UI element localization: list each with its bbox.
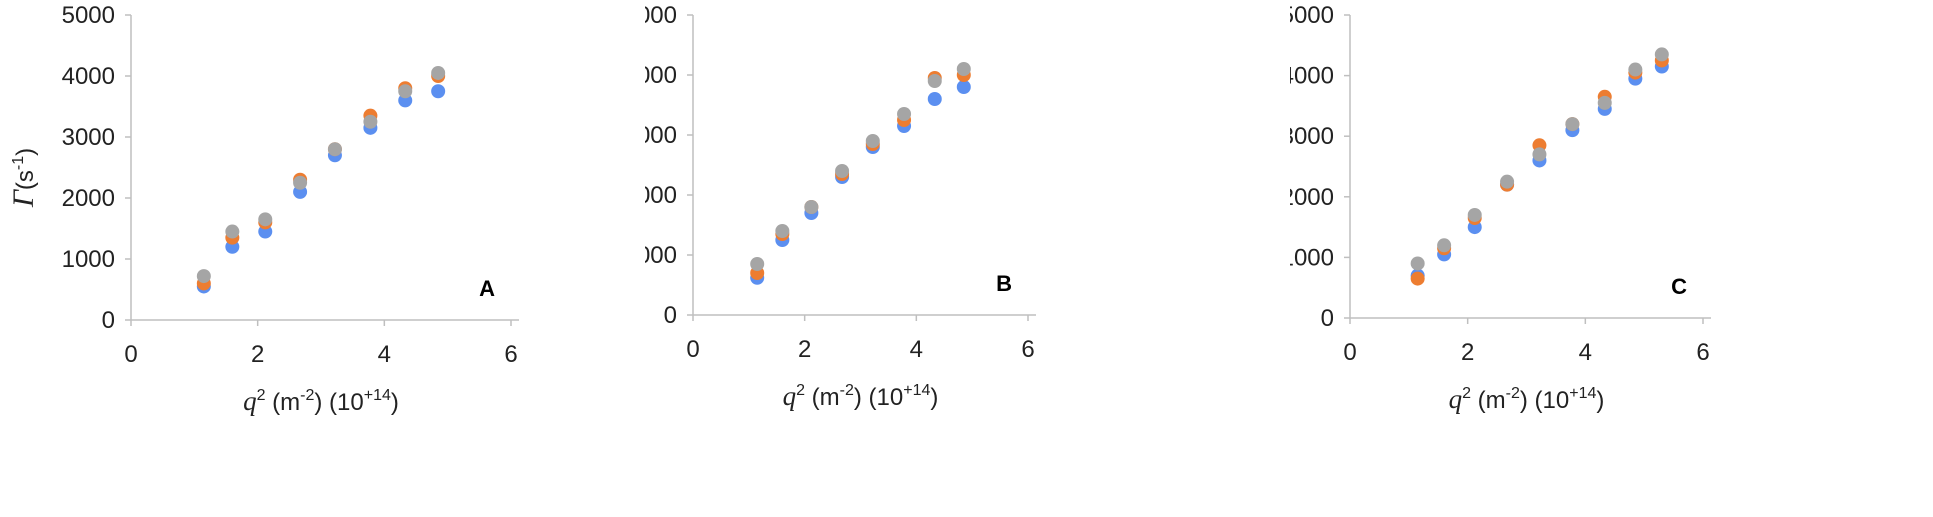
x-tick-label: 2	[798, 336, 811, 363]
data-point-series-3	[865, 134, 880, 148]
panel-letter: A	[479, 276, 495, 301]
x-tick-label: 6	[504, 341, 517, 368]
data-point-series-3	[398, 84, 413, 99]
y-tick-label: 2000	[62, 185, 115, 212]
x-tick-label: 2	[1461, 339, 1474, 366]
y-tick-label: 3000	[62, 124, 115, 151]
y-tick-label: 5000	[645, 2, 677, 29]
data-point-series-2	[1410, 271, 1425, 286]
y-tick-label: 5000	[62, 2, 115, 29]
data-point-series-1	[956, 80, 971, 94]
x-tick-label: 6	[1696, 339, 1709, 366]
y-tick-label: 0	[102, 307, 115, 334]
data-point-series-3	[225, 224, 240, 239]
x-tick-label: 0	[124, 341, 137, 368]
chart-c: 0 1000 2000 3000 4000 5000 0 2 4 6 Cq2 (m-2) (10+1…	[1290, 2, 1711, 414]
data-point-series-3	[196, 269, 211, 284]
chart-a: 0 1000 2000 3000 4000 5000 0 2 4 6 Aq2 (m-2) (10+1…	[7, 2, 519, 416]
y-tick-label: 1000	[1290, 244, 1334, 271]
data-point-series-3	[1597, 95, 1612, 110]
data-point-series-3	[258, 212, 273, 227]
x-tick-label: 4	[1579, 339, 1592, 366]
x-axis-label: q2 (m-2) (10+14)	[783, 381, 939, 411]
data-point-series-3	[1437, 238, 1452, 253]
data-point-series-3	[897, 107, 912, 121]
y-tick-label: 1000	[62, 246, 115, 273]
x-tick-label: 4	[910, 336, 923, 363]
y-tick-label: 1000	[645, 242, 677, 269]
data-point-series-3	[956, 62, 971, 76]
data-point-series-3	[1467, 207, 1482, 222]
data-point-series-3	[1532, 147, 1547, 162]
data-point-series-3	[1500, 174, 1515, 189]
x-tick-label: 0	[686, 336, 699, 363]
panel-c: 0 1000 2000 3000 4000 5000 0 2 4 6 Cq2 (m-2) (10+1…	[1290, 0, 1930, 517]
y-tick-label: 4000	[1290, 63, 1334, 90]
data-point-series-3	[1654, 47, 1669, 62]
panel-b: 0 1000 2000 3000 4000 5000 0 2 4 6 Bq2 (m-2) (10+1…	[645, 0, 1285, 517]
data-point-series-3	[1410, 256, 1425, 271]
x-axis-label: q2 (m-2) (10+14)	[1449, 384, 1605, 414]
x-tick-label: 0	[1343, 339, 1356, 366]
y-tick-label: 2000	[1290, 184, 1334, 211]
data-point-series-3	[327, 142, 342, 157]
y-axis-label: Γ(s-1)	[7, 148, 40, 208]
data-point-series-3	[293, 175, 308, 190]
data-point-series-3	[1565, 117, 1580, 132]
panel-letter: C	[1671, 274, 1687, 299]
data-point-series-3	[431, 65, 446, 80]
data-point-series-3	[775, 224, 790, 238]
y-tick-label: 3000	[645, 122, 677, 149]
y-tick-label: 4000	[62, 63, 115, 90]
y-tick-label: 2000	[645, 182, 677, 209]
x-tick-label: 2	[251, 341, 264, 368]
data-point-series-1	[927, 92, 942, 106]
x-tick-label: 4	[378, 341, 391, 368]
data-point-series-3	[804, 200, 819, 214]
x-tick-label: 6	[1021, 336, 1034, 363]
panel-letter: B	[996, 271, 1012, 296]
y-tick-label: 5000	[1290, 2, 1334, 29]
data-point-series-1	[431, 84, 446, 99]
data-point-series-3	[927, 74, 942, 88]
y-tick-label: 0	[664, 302, 677, 329]
data-point-series-3	[750, 257, 765, 271]
data-point-series-3	[363, 114, 378, 129]
x-axis-label: q2 (m-2) (10+14)	[243, 386, 399, 416]
y-tick-label: 4000	[645, 62, 677, 89]
data-point-series-3	[1628, 62, 1643, 77]
y-tick-label: 0	[1321, 305, 1334, 332]
y-tick-label: 3000	[1290, 123, 1334, 150]
data-point-series-3	[835, 164, 850, 178]
chart-b: 0 1000 2000 3000 4000 5000 0 2 4 6 Bq2 (m-2) (10+1…	[645, 2, 1036, 411]
